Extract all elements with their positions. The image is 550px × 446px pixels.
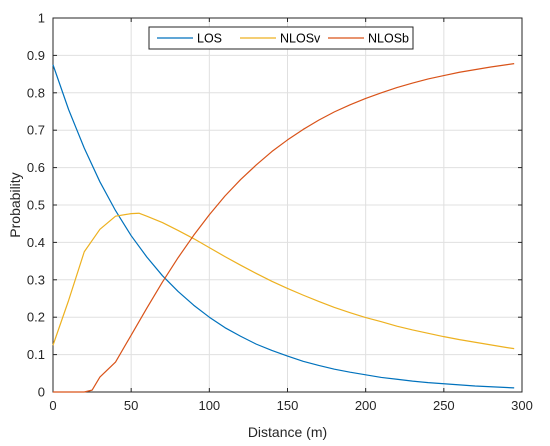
series-lines <box>52 63 515 393</box>
legend-label-nlosb: NLOSb <box>368 32 409 46</box>
legend-box <box>148 26 414 50</box>
x-tick-label: 150 <box>277 398 299 413</box>
series-line-nlosb <box>53 63 515 393</box>
x-tick-label: 0 <box>49 398 56 413</box>
y-tick-label: 0.7 <box>27 123 45 138</box>
y-tick-label: 0 <box>38 385 45 400</box>
legend-label-nlosv: NLOSv <box>280 32 321 46</box>
y-tick-label: 0.2 <box>27 310 45 325</box>
x-tick-label: 250 <box>433 398 455 413</box>
y-tick-label: 0.6 <box>27 160 45 175</box>
y-tick-label: 0.1 <box>27 347 45 362</box>
series-line-los <box>52 64 515 389</box>
series-line-nlosv <box>52 212 515 350</box>
y-tick-label: 1 <box>38 11 45 26</box>
x-axis-label: Distance (m) <box>248 424 327 440</box>
x-tick-label: 300 <box>511 398 533 413</box>
y-tick-label: 0.4 <box>27 235 45 250</box>
y-tick-label: 0.9 <box>27 48 45 63</box>
y-tick-label: 0.8 <box>27 85 45 100</box>
y-axis-ticks: 0 0.1 0.2 0.3 0.4 0.5 0.6 0.7 0.8 0.9 1 <box>27 11 522 400</box>
x-axis-ticks: 0 50 100 150 200 250 300 <box>49 18 533 413</box>
legend: LOS NLOSv NLOSb <box>148 26 414 50</box>
x-tick-label: 50 <box>124 398 138 413</box>
legend-label-los: LOS <box>197 32 222 46</box>
y-tick-label: 0.5 <box>27 198 45 213</box>
y-axis-label: Probability <box>7 172 23 237</box>
x-tick-label: 200 <box>355 398 377 413</box>
y-tick-label: 0.3 <box>27 272 45 287</box>
x-tick-label: 100 <box>198 398 220 413</box>
